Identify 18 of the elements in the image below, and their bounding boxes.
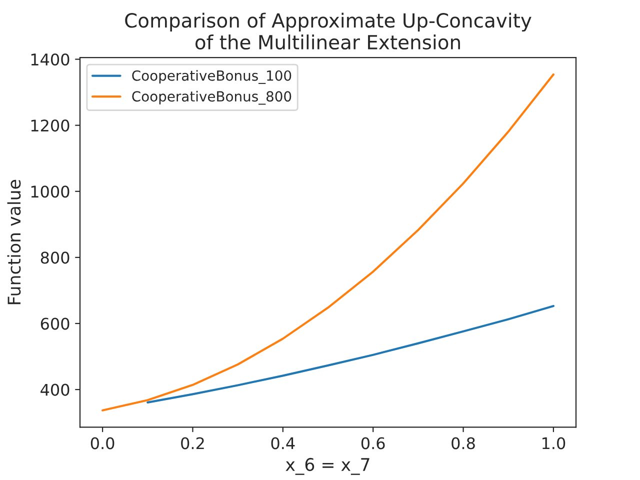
y-tick-label: 1000 [31,186,70,198]
x-tick-label: 0.8 [452,437,475,450]
y-tick-label: 1400 [31,53,70,66]
x-tick-label: 0.4 [271,437,295,450]
x-tick-label: 0.0 [90,437,114,450]
y-tick-label: 1200 [31,120,70,132]
line-series [146,304,554,404]
x-tick-label: 0.6 [361,437,385,450]
y-tick-label: 400 [40,384,70,396]
legend-label: CooperativeBonus_800 [132,90,292,105]
x-axis-title: x_6 = x_7 [286,458,370,475]
y-tick-label: 800 [40,252,70,264]
y-axis-title: Function value [7,180,21,304]
chart-title: Comparison of Approximate Up-Concavity of the Multilinear Extension [125,12,532,50]
y-tick-label: 600 [40,318,70,330]
x-tick-label: 1.0 [542,437,566,450]
x-tick-label: 0.2 [181,437,204,450]
legend-label: CooperativeBonus_100 [132,70,292,84]
